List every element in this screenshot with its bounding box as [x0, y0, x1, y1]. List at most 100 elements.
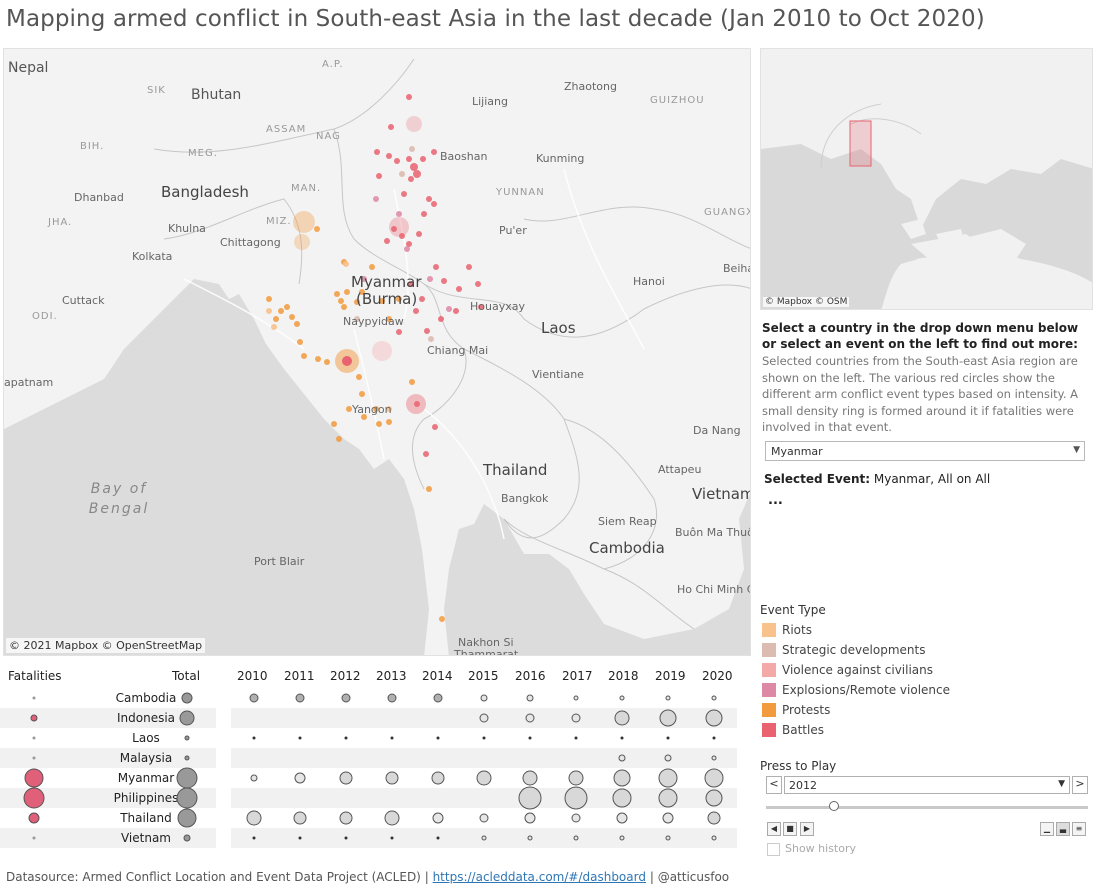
- year-mark: [711, 755, 717, 761]
- label-laos: Laos: [541, 319, 576, 337]
- caret-down-icon[interactable]: ▼: [1073, 445, 1080, 455]
- year-mark: [573, 835, 579, 841]
- fatalities-mark: [32, 696, 36, 700]
- year-mark: [665, 695, 671, 701]
- year-mark: [571, 713, 581, 723]
- year-mark: [711, 695, 717, 701]
- row-glyphs: [30, 709, 723, 727]
- label-hanoi: Hanoi: [633, 275, 665, 288]
- fatalities-mark: [28, 812, 40, 824]
- speed-fast-icon[interactable]: ≡: [1072, 822, 1086, 836]
- fatalities-mark: [32, 756, 36, 760]
- row-glyphs: [32, 754, 717, 762]
- year-mark: [518, 786, 542, 810]
- legend-swatch: [762, 683, 776, 697]
- next-year-button[interactable]: >: [1072, 776, 1088, 794]
- label-ho-chi-minh: Ho Chi Minh C: [677, 583, 751, 596]
- total-mark: [177, 808, 197, 828]
- year-mark: [658, 788, 678, 808]
- table-row[interactable]: Laos: [0, 728, 740, 748]
- country-name: Laos: [132, 731, 160, 745]
- fatalities-mark: [32, 836, 36, 840]
- table-row[interactable]: Vietnam: [0, 828, 740, 848]
- table-row[interactable]: Cambodia: [0, 688, 740, 708]
- table-row[interactable]: Myanmar: [0, 767, 740, 789]
- year-dropdown[interactable]: 2012 ▼: [784, 776, 1070, 794]
- label-bhutan: Bhutan: [191, 87, 242, 103]
- map-basemap: [4, 49, 750, 655]
- chevron-left-icon: <: [769, 777, 779, 790]
- year-mark: [620, 736, 624, 740]
- label-buon-ma-thuot: Buôn Ma Thuột: [675, 526, 751, 539]
- year-mark: [712, 736, 716, 740]
- minimap-basemap: [761, 49, 1092, 309]
- legend-label: Battles: [782, 723, 824, 737]
- year-slider-track[interactable]: [766, 806, 1088, 809]
- bay-line-2: Bengal: [88, 501, 150, 517]
- year-mark: [298, 736, 302, 740]
- year-mark: [711, 835, 717, 841]
- country-dropdown[interactable]: Myanmar ▼: [765, 441, 1085, 461]
- label-bangladesh: Bangladesh: [161, 183, 249, 201]
- year-mark: [298, 836, 302, 840]
- year-mark: [252, 836, 256, 840]
- legend-label: Strategic developments: [782, 643, 926, 657]
- show-history-toggle[interactable]: Show history: [767, 842, 856, 856]
- row-band: [231, 788, 737, 808]
- minimap-attribution[interactable]: © Mapbox © OSM: [763, 297, 850, 307]
- minimap-extent-box: [849, 120, 872, 167]
- year-mark: [385, 771, 399, 785]
- table-row[interactable]: Philippines: [0, 786, 740, 810]
- year-mark: [522, 770, 538, 786]
- chevron-right-icon: >: [1075, 777, 1085, 790]
- table-row[interactable]: Indonesia: [0, 708, 740, 728]
- country-name: Malaysia: [119, 751, 173, 765]
- map-attribution[interactable]: © 2021 Mapbox © OpenStreetMap: [6, 638, 206, 653]
- label-yangon: Yangon: [352, 403, 392, 416]
- year-mark: [479, 713, 489, 723]
- year-mark: [619, 695, 625, 701]
- speed-medium-icon[interactable]: ▃: [1056, 822, 1070, 836]
- label-man: MAN.: [291, 183, 322, 194]
- legend-label: Violence against civilians: [782, 663, 934, 677]
- stop-button[interactable]: ■: [783, 822, 797, 836]
- label-visakhapatnam: apatnam: [4, 376, 54, 389]
- conflict-map[interactable]: Nepal SIK Bhutan A.P. ASSAM NAG BIH. MEG…: [3, 48, 751, 656]
- year-mark: [341, 693, 351, 703]
- label-guizhou: GUIZHOU: [650, 95, 705, 106]
- header-year: 2014: [422, 669, 453, 683]
- year-mark: [480, 694, 488, 702]
- legend-swatch: [762, 643, 776, 657]
- table-row[interactable]: Malaysia: [0, 748, 740, 768]
- year-slider-thumb[interactable]: [829, 801, 839, 811]
- step-forward-button[interactable]: ▶: [800, 822, 814, 836]
- label-burma: (Burma): [356, 290, 418, 308]
- table-row[interactable]: Thailand: [0, 808, 740, 828]
- year-mark: [568, 770, 584, 786]
- label-khulna: Khulna: [168, 222, 206, 235]
- country-dropdown-value: Myanmar: [771, 445, 823, 458]
- legend-swatch: [762, 703, 776, 717]
- label-vietnam: Vietnam: [692, 485, 751, 503]
- checkbox-icon[interactable]: [767, 842, 780, 856]
- speed-slow-icon[interactable]: ▁: [1040, 822, 1054, 836]
- year-mark: [618, 754, 626, 762]
- step-back-button[interactable]: ◀: [767, 822, 781, 836]
- event-markers[interactable]: [266, 94, 484, 622]
- year-mark: [250, 774, 258, 782]
- year-mark: [344, 736, 348, 740]
- country-name: Thailand: [120, 811, 172, 825]
- header-year: 2015: [468, 669, 499, 683]
- year-mark: [616, 812, 628, 824]
- row-glyphs: [32, 692, 717, 704]
- overview-minimap[interactable]: © Mapbox © OSM: [760, 48, 1093, 310]
- label-jha: JHA.: [48, 217, 73, 228]
- instructions-text: Selected countries from the South-east A…: [762, 354, 1078, 434]
- footer-author: @atticusfoo: [657, 870, 730, 884]
- label-guangx: GUANGX: [704, 207, 751, 218]
- prev-year-button[interactable]: <: [766, 776, 782, 794]
- year-mark: [293, 811, 307, 825]
- footer-link[interactable]: https://acleddata.com/#/dashboard: [432, 870, 646, 884]
- selected-event-more: ...: [768, 493, 783, 508]
- label-nakhon: Nakhon Si: [458, 636, 514, 649]
